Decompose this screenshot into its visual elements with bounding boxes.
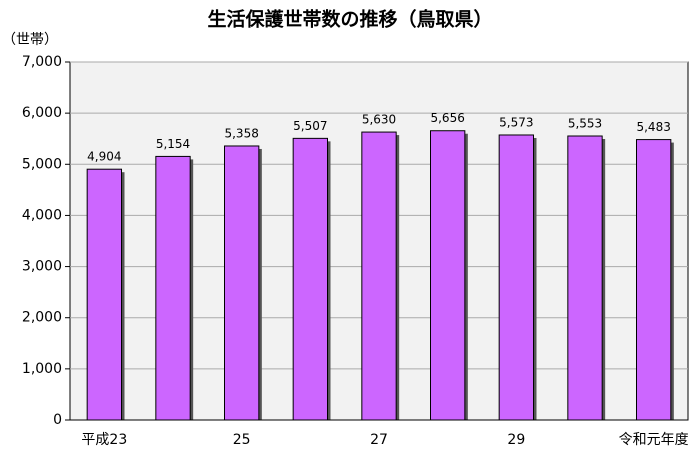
bar [155,155,191,421]
x-tick-label: 27 [370,432,388,448]
y-tick-label: 7,000 [22,54,62,70]
y-tick-label: 3,000 [22,259,62,275]
value-label: 5,630 [362,113,396,127]
value-label: 5,154 [156,137,190,151]
value-label: 5,358 [224,126,258,140]
x-tick-label: 令和元年度 [619,432,689,448]
y-tick-label: 1,000 [22,361,62,377]
bar [86,168,122,421]
y-tick-label: 2,000 [22,310,62,326]
bar [636,139,672,421]
value-label: 5,507 [293,119,327,133]
value-label: 5,656 [430,111,464,125]
bar [224,145,260,421]
x-tick-label: 平成23 [81,432,127,448]
chart-title: 生活保護世帯数の推移（鳥取県） [207,8,492,31]
y-axis-label: （世帯） [2,32,58,48]
x-tick-label: 29 [507,432,525,448]
y-tick-label: 0 [53,412,62,428]
value-label: 5,573 [499,115,533,129]
value-label: 5,483 [636,120,670,134]
bar [292,137,328,421]
bar [430,130,466,421]
value-label: 5,553 [568,117,602,131]
bar [361,131,397,421]
value-label: 4,904 [87,150,121,164]
bar [567,135,603,421]
x-tick-label: 25 [233,432,251,448]
bar [498,134,534,421]
y-tick-label: 6,000 [22,105,62,121]
y-tick-label: 5,000 [22,156,62,172]
y-tick-label: 4,000 [22,207,62,223]
